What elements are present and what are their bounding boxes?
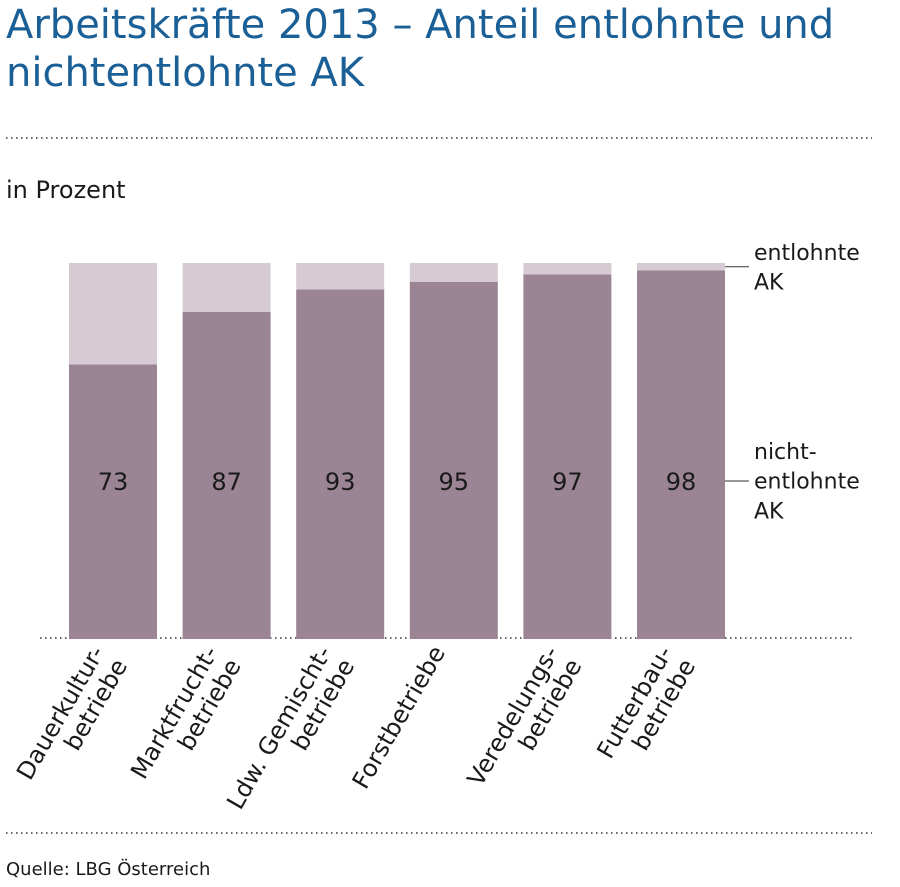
value-label: 97 — [552, 468, 583, 496]
bar-segment — [637, 270, 725, 639]
value-label: 95 — [439, 468, 470, 496]
bar-segment — [523, 274, 612, 639]
bar-segment — [296, 263, 385, 290]
x-tick-label: Forstbetriebe — [347, 641, 451, 794]
value-label: 98 — [666, 468, 697, 496]
value-label: 87 — [211, 468, 242, 496]
legend-label: nicht-entlohnte AK — [754, 440, 860, 524]
bar-segment — [69, 263, 157, 365]
legend-label: entlohnte AK — [754, 241, 860, 296]
bar-segment — [182, 311, 271, 639]
x-tick-label: Marktfrucht-betriebe — [125, 641, 246, 797]
bar-segment — [409, 263, 498, 282]
bar-segment — [523, 263, 612, 275]
bar-segment — [69, 364, 157, 639]
x-tick-label: Dauerkultur-betriebe — [11, 641, 133, 798]
source: Quelle: LBG Österreich — [6, 858, 210, 880]
value-label: 73 — [98, 468, 129, 496]
value-label: 93 — [325, 468, 356, 496]
x-tick-label: Veredelungs-betriebe — [462, 641, 588, 804]
bar-segment — [637, 263, 725, 271]
bar-segment — [409, 281, 498, 639]
x-tick-label: Futterbau-betriebe — [591, 641, 701, 776]
bar-segment — [296, 289, 385, 639]
subtitle: in Prozent — [6, 176, 126, 204]
bar-segment — [182, 263, 271, 312]
chart-title: Arbeitskräfte 2013 – Anteil entlohnte un… — [6, 2, 834, 96]
